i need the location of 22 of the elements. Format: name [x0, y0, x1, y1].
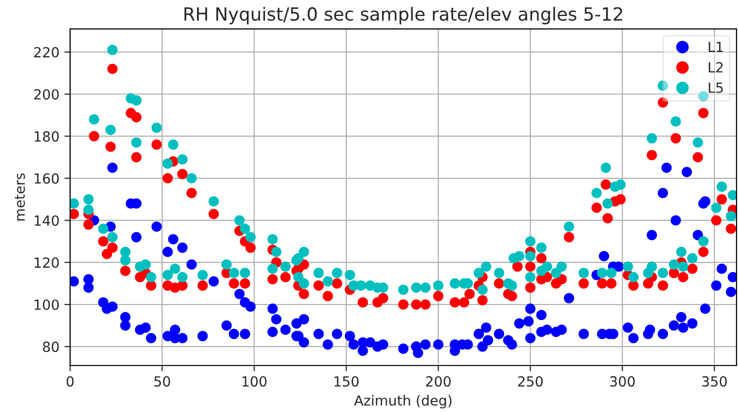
- y-tick-label: 200: [34, 89, 59, 100]
- y-tick-label: 140: [34, 215, 59, 226]
- legend-label: L5: [708, 82, 723, 93]
- legend-label: L2: [708, 62, 723, 72]
- x-tick-label: 150: [334, 376, 359, 387]
- x-tick-label: 0: [66, 376, 74, 387]
- y-tick-label: 80: [42, 342, 59, 352]
- x-tick-label: 200: [426, 376, 451, 387]
- x-tick-label: 350: [702, 376, 727, 387]
- y-tick-label: 100: [34, 299, 59, 310]
- chart-title: RH Nyquist/5.0 sec sample rate/elev angles 5-12: [184, 6, 622, 24]
- x-tick-label: 250: [518, 376, 543, 387]
- x-tick-label: 300: [610, 376, 635, 387]
- y-tick-label: 120: [34, 257, 59, 268]
- y-tick-label: 220: [34, 47, 59, 58]
- y-tick-label: 160: [34, 173, 59, 184]
- legend-label: L1: [708, 42, 723, 52]
- y-tick-label: 180: [34, 131, 59, 142]
- y-axis-title: meters: [14, 173, 25, 220]
- x-tick-label: 100: [242, 376, 267, 387]
- x-axis-title: Azimuth (deg): [354, 394, 452, 408]
- x-tick-label: 50: [154, 376, 170, 387]
